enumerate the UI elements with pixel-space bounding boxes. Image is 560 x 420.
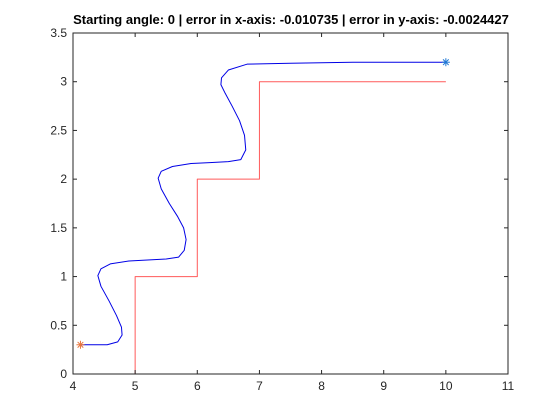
end-marker	[441, 58, 450, 67]
y-tick-label: 0	[60, 367, 67, 381]
start-marker	[76, 340, 85, 349]
plot-layer	[76, 58, 450, 374]
x-tick-label: 4	[70, 379, 77, 393]
x-tick-label: 5	[132, 379, 139, 393]
x-tick-label: 6	[194, 379, 201, 393]
axes-box	[72, 32, 509, 375]
x-tick-label: 9	[380, 379, 387, 393]
x-tick-label: 10	[439, 379, 453, 393]
y-tick-label: 3.5	[50, 26, 67, 40]
reference-path-line	[134, 81, 446, 374]
y-tick-label: 2	[60, 172, 67, 186]
trajectory-line	[80, 61, 446, 346]
y-tick-label: 2.5	[50, 123, 67, 137]
y-tick-label: 1.5	[50, 221, 67, 235]
ticks-layer: 4 5 6 7 8 9 10 11 0 0.5 1 1.5 2 2.5 3 3.5	[50, 26, 514, 393]
x-tick-label: 7	[256, 379, 263, 393]
y-tick-label: 0.5	[50, 318, 67, 332]
y-tick-label: 1	[60, 270, 67, 284]
chart-title: Starting angle: 0 | error in x-axis: -0.…	[73, 12, 509, 27]
x-tick-label: 8	[318, 379, 325, 393]
x-tick-label: 11	[502, 379, 515, 393]
y-tick-label: 3	[60, 75, 67, 89]
